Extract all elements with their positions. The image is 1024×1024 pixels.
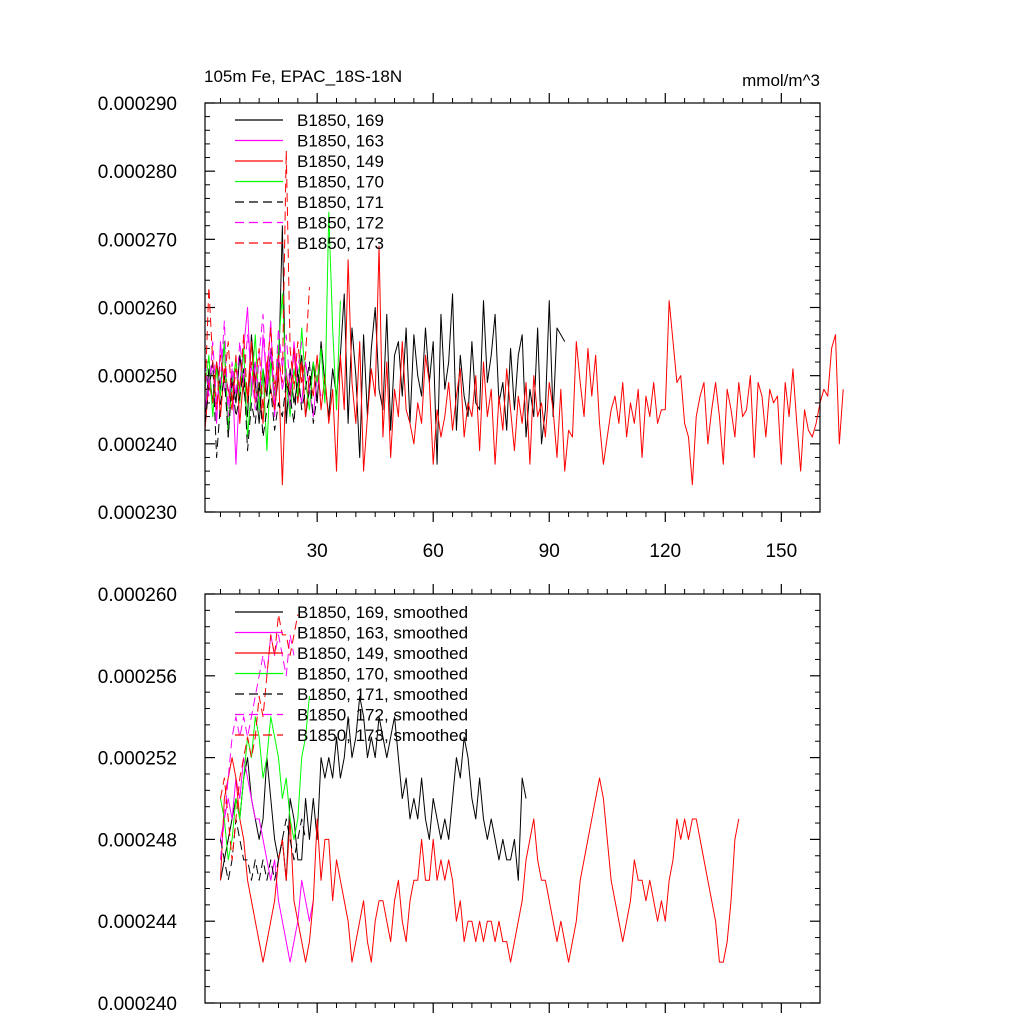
top-ytick-label: 0.000290 (98, 94, 177, 115)
top-ytick-label: 0.000280 (98, 162, 177, 183)
top-ytick-label: 0.000270 (98, 230, 177, 251)
top-panel-ticks: 0.000230 0.000240 0.000250 0.000260 0.000270… (98, 93, 820, 562)
top-panel: 105m Fe, EPAC_18S-18N mmol/m^3 0.0002300… (98, 67, 844, 562)
top-series-line-1 (204, 307, 322, 465)
bottom-legend-label: B1850, 149, smoothed (297, 644, 468, 663)
top-panel-frame (204, 102, 821, 513)
top-legend-label: B1850, 170 (297, 173, 384, 192)
bottom-ytick-label: 0.000244 (98, 912, 178, 933)
bottom-ytick-label: 0.000260 (98, 585, 177, 606)
top-legend-label: B1850, 149 (297, 152, 384, 171)
bottom-panel-legend: B1850, 169, smoothed B1850, 163, smoothed… (235, 603, 468, 745)
bottom-panel-ticks: 0.000240 0.000244 0.000248 0.000252 0.000256… (98, 584, 820, 1015)
bottom-legend-label: B1850, 163, smoothed (297, 624, 468, 643)
top-panel-series (204, 150, 844, 486)
top-legend-label: B1850, 163 (297, 132, 384, 151)
top-panel-units: mmol/m^3 (742, 71, 820, 90)
bottom-series-line-5 (219, 634, 295, 860)
bottom-legend-label: B1850, 171, smoothed (297, 685, 468, 704)
bottom-legend-label: B1850, 169, smoothed (297, 603, 468, 622)
top-series-line-6 (204, 150, 310, 411)
bottom-panel-frame (204, 593, 821, 1004)
bottom-ytick-label: 0.000240 (98, 994, 177, 1015)
top-legend-label: B1850, 173 (297, 234, 384, 253)
bottom-ytick-label: 0.000248 (98, 830, 177, 851)
top-legend-label: B1850, 169 (297, 111, 384, 130)
top-ytick-label: 0.000240 (98, 435, 177, 456)
bottom-legend-label: B1850, 173, smoothed (297, 726, 468, 745)
top-series-line-3 (204, 211, 341, 452)
top-xtick-label: 30 (307, 541, 328, 562)
bottom-legend-label: B1850, 172, smoothed (297, 706, 468, 725)
bottom-legend-label: B1850, 170, smoothed (297, 665, 468, 684)
bottom-series-line-0 (219, 695, 527, 881)
bottom-panel: 0.000240 0.000244 0.000248 0.000252 0.000256… (98, 584, 821, 1015)
top-ytick-label: 0.000230 (98, 503, 177, 524)
top-legend-label: B1850, 172 (297, 214, 384, 233)
top-xtick-label: 60 (423, 541, 444, 562)
top-xtick-label: 150 (765, 541, 797, 562)
bottom-series-line-2 (219, 757, 740, 963)
top-ytick-label: 0.000260 (98, 299, 177, 320)
top-ytick-label: 0.000250 (98, 367, 177, 388)
bottom-series-line-3 (219, 696, 310, 861)
bottom-series-line-6 (219, 613, 299, 861)
bottom-ytick-label: 0.000252 (98, 749, 177, 770)
top-legend-label: B1850, 171 (297, 193, 384, 212)
top-panel-title: 105m Fe, EPAC_18S-18N (204, 67, 402, 86)
bottom-panel-series (219, 613, 740, 963)
top-series-line-4 (204, 361, 318, 458)
top-xtick-label: 90 (539, 541, 560, 562)
bottom-ytick-label: 0.000256 (98, 667, 177, 688)
top-xtick-label: 120 (649, 541, 681, 562)
